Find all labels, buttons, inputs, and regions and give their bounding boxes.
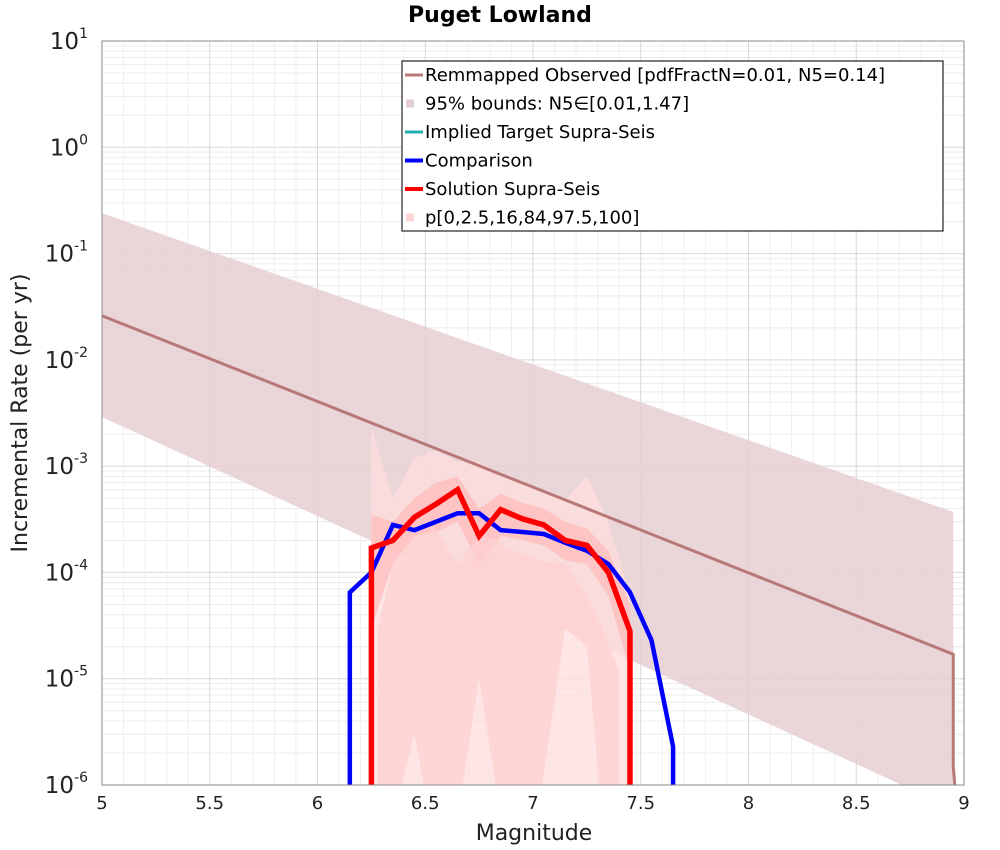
series-line-comparison [347, 511, 676, 785]
legend-label: Remmapped Observed [pdfFractN=0.01, N5=0… [425, 65, 885, 86]
y-axis-label: Incremental Rate (per yr) [8, 274, 33, 553]
x-tick-label: 5 [96, 793, 107, 814]
x-tick-label: 8 [743, 793, 754, 814]
y-tick-label: 10-4 [45, 557, 88, 586]
legend-label: Comparison [425, 151, 533, 172]
chart-title: Puget Lowland [408, 3, 592, 28]
legend-box [401, 60, 944, 232]
y-tick-label: 10-5 [45, 664, 88, 693]
band-layer [102, 213, 954, 785]
series-line-solution [368, 485, 633, 785]
legend: Remmapped Observed [pdfFractN=0.01, N5=0… [401, 60, 944, 232]
legend-label: Implied Target Supra-Seis [425, 122, 655, 143]
plot-frame [101, 40, 965, 786]
x-tick-label: 9 [958, 793, 969, 814]
legend-label: 95% bounds: N5∈[0.01,1.47] [425, 94, 689, 115]
legend-label: p[0,2.5,16,84,97.5,100] [425, 208, 639, 229]
x-tick-label: 6.5 [411, 793, 440, 814]
legend-label: Solution Supra-Seis [425, 179, 600, 200]
x-tick-labels: 5 5.5 6 6.5 7 7.5 8 8.5 9 [96, 793, 969, 814]
band-3 [377, 521, 620, 785]
x-tick-label: 6 [312, 793, 323, 814]
y-tick-labels: 10-6 10-5 10-4 10-3 10-2 10-1 100 101 [45, 26, 88, 799]
band-2 [371, 476, 630, 671]
y-tick-label: 10-2 [45, 345, 88, 374]
legend-swatch-fill [406, 213, 414, 222]
legend-swatch-fill [406, 99, 414, 108]
series-layer [102, 314, 957, 785]
x-axis-label: Magnitude [476, 821, 593, 846]
series-line-remmapped [102, 314, 957, 785]
x-tick-label: 7 [527, 793, 538, 814]
x-tick-label: 5.5 [195, 793, 224, 814]
x-tick-label: 7.5 [626, 793, 655, 814]
y-tick-label: 10-3 [45, 451, 88, 480]
y-tick-label: 10-6 [45, 770, 88, 799]
x-tick-label: 8.5 [842, 793, 871, 814]
y-tick-label: 101 [50, 26, 88, 55]
y-tick-label: 10-1 [45, 239, 88, 268]
y-tick-label: 100 [50, 132, 88, 161]
